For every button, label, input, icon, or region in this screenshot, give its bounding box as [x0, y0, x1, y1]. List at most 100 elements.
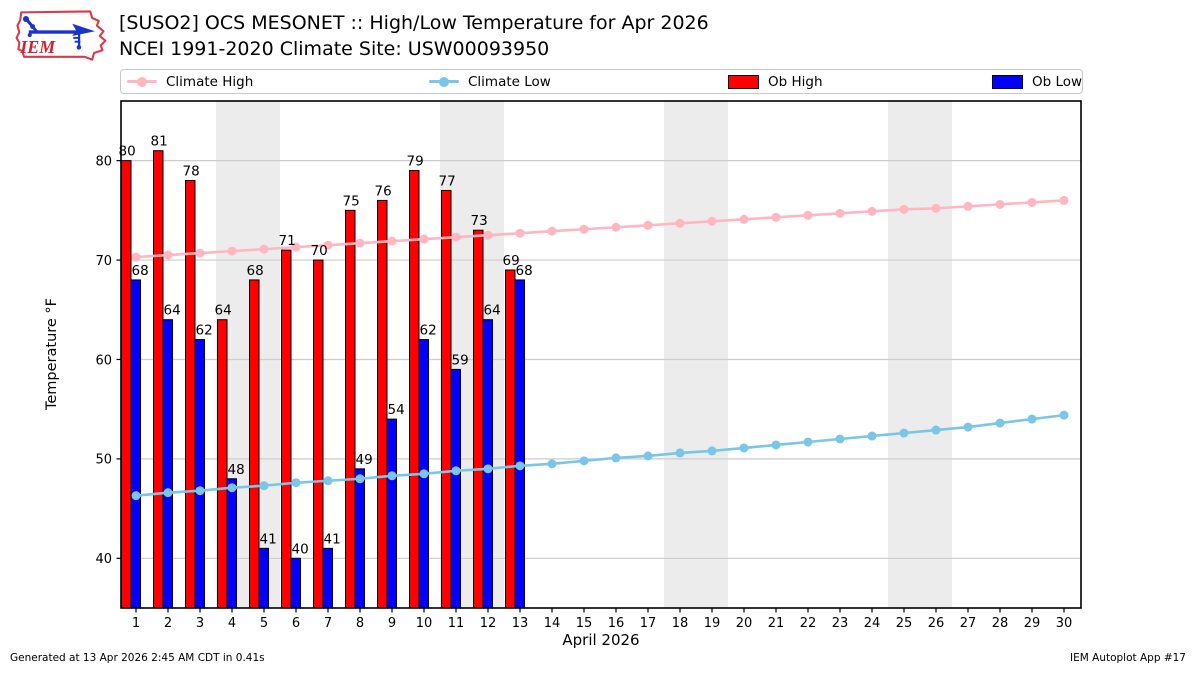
- climate-point: [419, 469, 429, 479]
- x-tick-label: 3: [196, 616, 204, 631]
- ob-low-bar: [322, 547, 333, 609]
- app-credit: IEM Autoplot App #17: [1070, 652, 1186, 664]
- climate-point: [963, 422, 973, 432]
- bar-value-label: 68: [132, 263, 149, 279]
- climate-point: [323, 476, 333, 486]
- x-tick-label: 2: [164, 616, 172, 631]
- bar-value-label: 48: [228, 462, 245, 478]
- ob-low-bar: [130, 279, 141, 609]
- climate-point: [1059, 410, 1069, 420]
- climate-point: [995, 418, 1005, 428]
- bar-value-label: 71: [279, 233, 296, 249]
- legend-label: Climate High: [166, 73, 254, 90]
- ob-low-bar: [354, 468, 365, 609]
- climate-point: [259, 244, 269, 254]
- climate-point: [675, 218, 685, 228]
- climate-point: [259, 481, 269, 491]
- climate-point: [867, 206, 877, 216]
- legend-item-climate-high: Climate High: [127, 74, 253, 90]
- climate-point: [803, 437, 813, 447]
- plot-frame: [120, 100, 1082, 609]
- x-tick-label: 20: [736, 616, 753, 631]
- x-tick-label: 21: [768, 616, 785, 631]
- bar-value-label: 80: [119, 144, 136, 160]
- x-tick-label: 12: [480, 616, 497, 631]
- x-axis-label: April 2026: [562, 631, 640, 649]
- x-tick-label: 23: [832, 616, 849, 631]
- climate-point: [995, 199, 1005, 209]
- x-tick-label: 26: [928, 616, 945, 631]
- climate-point: [771, 440, 781, 450]
- y-tick-label: 60: [95, 353, 112, 368]
- x-tick-label: 15: [576, 616, 593, 631]
- generated-timestamp: Generated at 13 Apr 2026 2:45 AM CDT in …: [10, 652, 265, 664]
- y-tick-label: 80: [95, 154, 112, 169]
- weekend-band: [664, 101, 728, 608]
- climate-point: [803, 210, 813, 220]
- climate-point: [355, 238, 365, 248]
- bar-value-label: 54: [388, 402, 405, 418]
- bar-value-label: 81: [151, 134, 168, 150]
- ob-low-bar: [162, 319, 173, 609]
- climate-point: [899, 428, 909, 438]
- climate-point: [739, 443, 749, 453]
- x-tick-label: 28: [992, 616, 1009, 631]
- ob-high-bar: [409, 170, 420, 609]
- ob-high-bar: [345, 209, 356, 609]
- x-tick-label: 22: [800, 616, 817, 631]
- climate-point: [931, 203, 941, 213]
- climate-point: [643, 451, 653, 461]
- climate-point: [483, 464, 493, 474]
- legend-label: Climate Low: [468, 73, 551, 90]
- climate-point: [1059, 195, 1069, 205]
- climate-point: [387, 471, 397, 481]
- climate-line: [135, 413, 1065, 497]
- x-tick-label: 13: [512, 616, 529, 631]
- climate-point: [899, 204, 909, 214]
- ob-low-bar: [482, 319, 493, 609]
- bar-value-label: 64: [484, 303, 501, 319]
- iem-logo: IEM: [15, 10, 107, 61]
- climate-point: [227, 483, 237, 493]
- climate-point: [547, 459, 557, 469]
- ob-high-bar: [505, 269, 516, 609]
- bar-value-label: 64: [215, 303, 232, 319]
- climate-point: [131, 491, 141, 501]
- x-tick-label: 8: [356, 616, 364, 631]
- climate-point: [739, 214, 749, 224]
- climate-point: [707, 216, 717, 226]
- climate-point: [771, 212, 781, 222]
- x-tick-label: 25: [896, 616, 913, 631]
- ob-high-bar: [441, 189, 452, 609]
- bar-value-label: 59: [452, 352, 469, 368]
- ob-low-bar: [226, 478, 237, 609]
- x-tick-label: 24: [864, 616, 881, 631]
- climate-point: [611, 453, 621, 463]
- x-tick-label: 16: [608, 616, 625, 631]
- bar-value-label: 76: [375, 183, 392, 199]
- x-tick-label: 14: [544, 616, 561, 631]
- ob-high-swatch-icon: [728, 74, 759, 89]
- bar-value-label: 77: [439, 173, 456, 189]
- ob-high-bar: [217, 319, 228, 609]
- x-tick-label: 10: [416, 616, 433, 631]
- ob-high-bar: [313, 259, 324, 609]
- ob-low-bar: [450, 368, 461, 609]
- ob-high-bar: [377, 199, 388, 609]
- x-tick-label: 9: [388, 616, 396, 631]
- climate-point: [227, 246, 237, 256]
- bar-value-label: 68: [516, 263, 533, 279]
- chart-subtitle: NCEI 1991-2020 Climate Site: USW00093950: [119, 37, 550, 60]
- climate-point: [643, 220, 653, 230]
- x-tick-label: 1: [132, 616, 140, 631]
- x-tick-label: 19: [704, 616, 721, 631]
- ob-low-bar: [386, 418, 397, 609]
- iowa-outline-icon: [15, 10, 107, 61]
- bar-value-label: 68: [247, 263, 264, 279]
- ob-high-bar: [153, 150, 164, 609]
- ob-high-bar: [249, 279, 260, 609]
- x-tick-label: 17: [640, 616, 657, 631]
- climate-point: [579, 224, 589, 234]
- bar-value-label: 73: [471, 213, 488, 229]
